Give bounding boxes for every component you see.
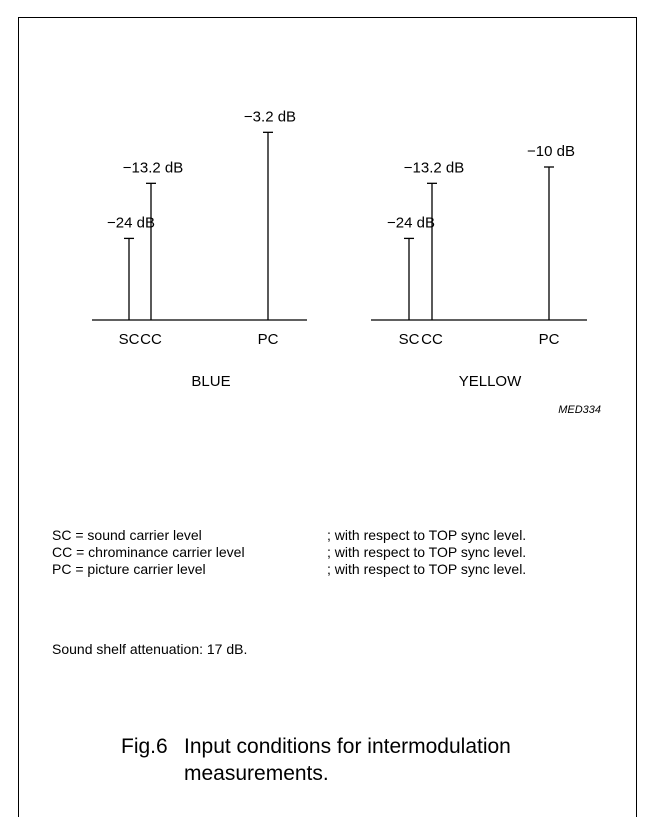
level-label-cc-yellow: −13.2 dB bbox=[404, 159, 464, 176]
note-definition: CC = chrominance carrier level bbox=[52, 544, 245, 560]
note-row-sc: SC = sound carrier level ; with respect … bbox=[52, 527, 526, 544]
note-reference: ; with respect to TOP sync level. bbox=[327, 561, 527, 577]
caption-line: measurements. bbox=[121, 760, 511, 787]
level-label-sc-blue: −24 dB bbox=[107, 214, 155, 231]
note-definition: SC = sound carrier level bbox=[52, 527, 202, 543]
legend-notes: SC = sound carrier level ; with respect … bbox=[52, 527, 526, 578]
note-reference: ; with respect to TOP sync level. bbox=[327, 527, 527, 543]
panel-name-yellow: YELLOW bbox=[459, 373, 522, 390]
caption-line: Fig.6 Input conditions for intermodulati… bbox=[121, 733, 511, 760]
carrier-label-sc-blue: SC bbox=[119, 331, 140, 348]
caption-indent bbox=[121, 760, 184, 787]
level-label-pc-blue: −3.2 dB bbox=[244, 108, 296, 125]
caption-text: measurements. bbox=[184, 762, 329, 785]
panel-name-blue: BLUE bbox=[191, 373, 230, 390]
note-reference: ; with respect to TOP sync level. bbox=[327, 544, 527, 560]
level-label-pc-yellow: −10 dB bbox=[527, 143, 575, 160]
carrier-label-cc-blue: CC bbox=[140, 331, 162, 348]
carrier-label-cc-yellow: CC bbox=[421, 331, 443, 348]
sound-shelf-note: Sound shelf attenuation: 17 dB. bbox=[52, 641, 248, 657]
figure-caption: Fig.6 Input conditions for intermodulati… bbox=[121, 733, 511, 787]
carrier-label-pc-yellow: PC bbox=[539, 331, 560, 348]
note-row-pc: PC = picture carrier level ; with respec… bbox=[52, 561, 526, 578]
level-label-cc-blue: −13.2 dB bbox=[123, 159, 183, 176]
note-row-cc: CC = chrominance carrier level ; with re… bbox=[52, 544, 526, 561]
level-label-sc-yellow: −24 dB bbox=[387, 214, 435, 231]
carrier-label-pc-blue: PC bbox=[258, 331, 279, 348]
carrier-level-diagram: −24 dB SC −13.2 dB CC −3.2 dB PC BLUE −24 dB SC −… bbox=[92, 108, 601, 416]
figure-frame bbox=[18, 17, 637, 817]
carrier-label-sc-yellow: SC bbox=[399, 331, 420, 348]
caption-text: Input conditions for intermodulation bbox=[184, 735, 511, 758]
note-definition: PC = picture carrier level bbox=[52, 561, 206, 577]
reference-code: MED334 bbox=[558, 404, 601, 416]
figure-number: Fig.6 bbox=[121, 735, 168, 758]
